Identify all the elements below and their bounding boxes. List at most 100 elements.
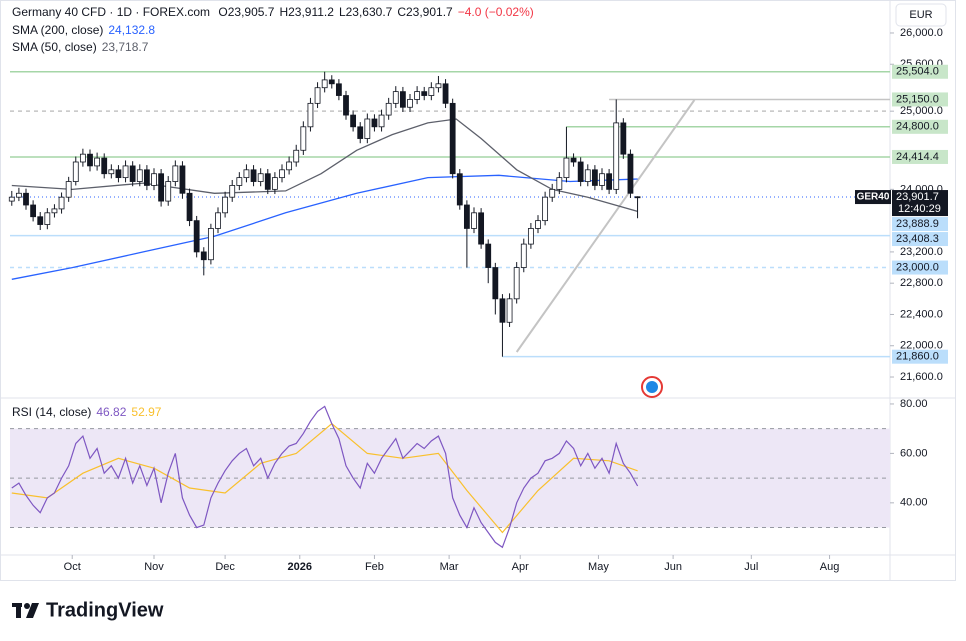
candle-body (620, 122, 627, 155)
candle (414, 86, 421, 105)
candle-body (471, 212, 477, 229)
candle (442, 79, 449, 109)
price-label-box (892, 260, 948, 275)
candle-body (193, 220, 200, 253)
y-tick-label: 22,800.0 (900, 277, 943, 289)
candle-body (23, 192, 29, 206)
candle (279, 164, 285, 183)
currency-box[interactable] (895, 3, 947, 27)
symbol: GER40 (857, 192, 890, 203)
candle-body (179, 165, 186, 194)
candle-body (58, 196, 65, 210)
candle-body (328, 79, 335, 85)
candle-body (8, 196, 15, 202)
candle-body (222, 196, 229, 214)
ohlc-value: −4.0 (−0.02%) (457, 5, 534, 19)
price-label-box (892, 92, 948, 107)
candle (207, 223, 214, 265)
rsi-title: RSI (14, close) (12, 405, 92, 419)
candle-body (449, 102, 456, 175)
candle-body (143, 169, 150, 186)
price-label: 24,414.4 (896, 151, 939, 163)
candle (385, 97, 392, 120)
logo-part (16, 603, 21, 618)
x-tick-label: Mar (440, 561, 459, 573)
candle-body (30, 204, 37, 218)
candle-body (385, 102, 392, 116)
candle (485, 239, 492, 284)
candle (449, 98, 456, 179)
candle-body (463, 204, 470, 229)
price-label: 23,888.9 (896, 218, 939, 230)
candle (108, 164, 115, 179)
candle (186, 188, 193, 227)
price-legend: Germany 40 CFD · 1D · FOREX.com O23,905.… (12, 5, 544, 19)
candle-body (343, 95, 349, 116)
y-tick-label: 21,600.0 (900, 371, 943, 383)
candle (591, 165, 598, 191)
candle-body (499, 298, 506, 323)
candle (599, 168, 605, 191)
candle (335, 79, 342, 101)
price-label-box (892, 149, 948, 164)
candle-body (94, 157, 101, 167)
candle (72, 156, 79, 186)
trendline (515, 99, 696, 353)
candle (407, 93, 413, 112)
sma-name: SMA (50, close) (12, 40, 97, 54)
sma-legend: SMA (200, close) 24,132.8 SMA (50, close) 2… (12, 23, 160, 57)
candle-body (556, 177, 563, 190)
candle-body (79, 153, 86, 163)
x-tick-label: Dec (215, 561, 235, 573)
price-label: 23,901.7 (896, 191, 939, 203)
candle (58, 192, 65, 214)
rsi-legend: RSI (14, close) 46.82 52.97 (12, 405, 171, 419)
candle-body (414, 91, 421, 100)
price-label: 21,860.0 (896, 351, 939, 363)
candle (570, 153, 577, 167)
candle (328, 75, 335, 89)
candle (371, 114, 378, 132)
candle (456, 169, 463, 210)
candle-body (599, 173, 605, 186)
sma-name: SMA (200, close) (12, 23, 104, 37)
candle (392, 86, 399, 109)
candle (122, 160, 129, 183)
candle (51, 204, 58, 218)
candle-body (108, 169, 115, 175)
rsi-values: 46.82 52.97 (96, 405, 166, 419)
candle (65, 176, 72, 202)
indicator-icon[interactable] (641, 376, 663, 398)
candle (321, 71, 328, 93)
candle-body (200, 251, 207, 261)
candle (577, 157, 584, 187)
candle (563, 126, 570, 183)
candle-body (442, 83, 449, 104)
candle (136, 164, 143, 187)
candle (421, 86, 428, 101)
rsi-value: 52.97 (131, 405, 162, 419)
candle (44, 208, 51, 230)
candle-body (435, 83, 442, 89)
candle (549, 183, 556, 202)
candle-body (371, 118, 378, 128)
candle (399, 86, 406, 112)
candle-body (215, 212, 221, 229)
candle (428, 82, 435, 101)
candle (343, 90, 349, 120)
x-tick-label: Jun (664, 561, 682, 573)
candle (23, 188, 29, 210)
candle-body (478, 212, 485, 245)
price-label: 25,150.0 (896, 93, 939, 105)
candle (243, 164, 250, 183)
ohlc-value: H23,911.2 (279, 5, 334, 19)
candle (613, 99, 620, 195)
candle (506, 293, 513, 327)
candle (115, 165, 122, 183)
sma-row: SMA (200, close) 24,132.8 (12, 23, 160, 37)
symbol-box (855, 190, 891, 205)
candle (535, 215, 541, 234)
candle-body (65, 181, 72, 198)
